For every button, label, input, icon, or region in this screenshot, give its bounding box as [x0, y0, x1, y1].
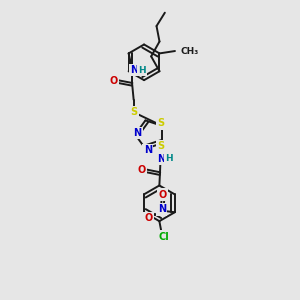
Text: O: O: [109, 76, 117, 86]
Text: S: S: [130, 107, 137, 117]
Text: CH₃: CH₃: [180, 46, 199, 56]
Text: H: H: [138, 65, 146, 74]
Text: S: S: [157, 141, 164, 151]
Text: O: O: [159, 190, 167, 200]
Text: S: S: [157, 118, 164, 128]
Text: O: O: [145, 213, 153, 223]
Text: N: N: [130, 65, 138, 75]
Text: N: N: [134, 128, 142, 138]
Text: N: N: [157, 154, 165, 164]
Text: Cl: Cl: [159, 232, 170, 242]
Text: N: N: [158, 204, 166, 214]
Text: O: O: [137, 165, 146, 175]
Text: N: N: [144, 145, 152, 155]
Text: H: H: [165, 154, 173, 163]
